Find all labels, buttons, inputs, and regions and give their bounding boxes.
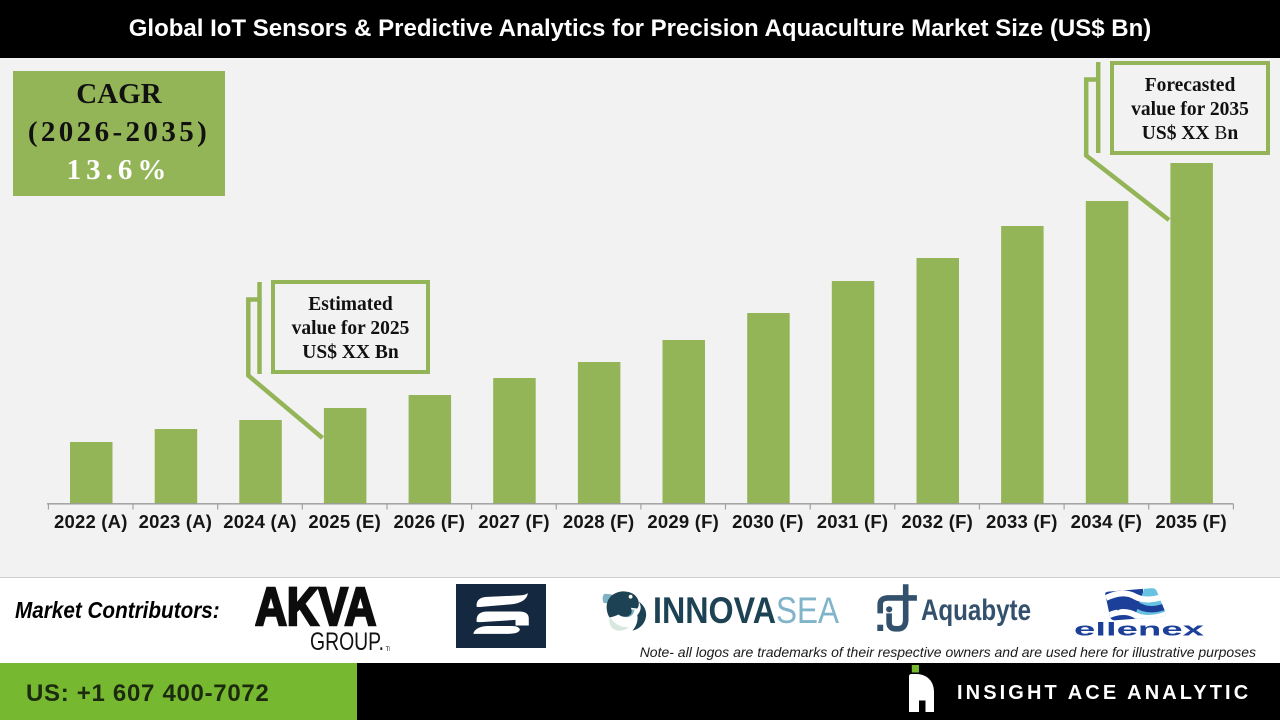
svg-text:SEA: SEA — [776, 590, 839, 631]
svg-text:ellenex: ellenex — [1074, 619, 1205, 637]
svg-text:AKVA: AKVA — [255, 583, 376, 637]
svg-text:INNOVA: INNOVA — [653, 590, 776, 631]
svg-text:Aquabyte: Aquabyte — [921, 594, 1031, 627]
svg-text:TM: TM — [386, 647, 391, 653]
svg-text:GROUP.: GROUP. — [310, 628, 384, 655]
